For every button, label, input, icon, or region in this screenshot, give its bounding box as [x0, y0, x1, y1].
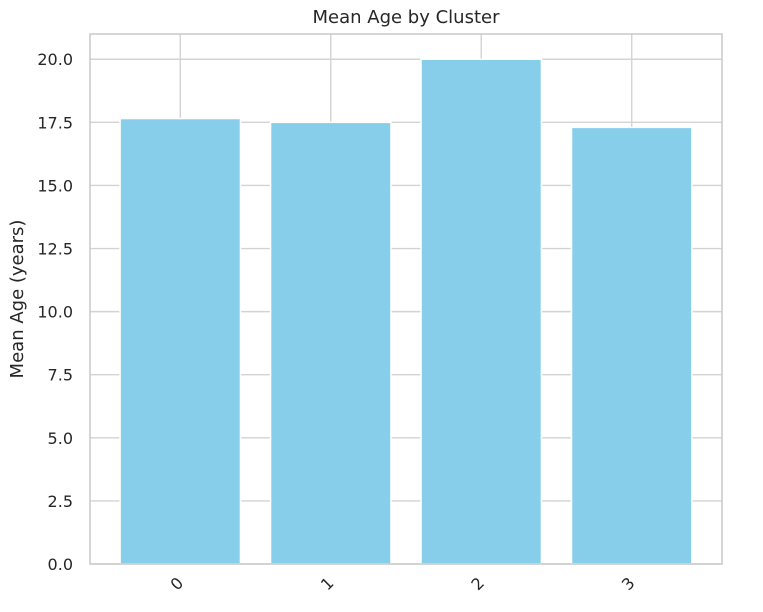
tick-layer: 0.0 2.5 5.0 7.5 10.0 12.5 15.0 17.5 20.0 0 1 2 3	[37, 50, 638, 594]
y-tick-label: 20.0	[37, 50, 73, 69]
y-tick-label: 12.5	[37, 240, 73, 259]
y-tick-label: 5.0	[48, 429, 73, 448]
x-tick-label: 1	[317, 573, 338, 594]
y-tick-label: 7.5	[48, 366, 73, 385]
x-tick-label: 0	[166, 573, 187, 594]
bar-cluster-0	[119, 117, 242, 565]
chart-title: Mean Age by Cluster	[313, 7, 501, 28]
bar-cluster-1	[269, 121, 392, 565]
y-tick-label: 0.0	[48, 555, 73, 574]
y-tick-label: 2.5	[48, 492, 73, 511]
y-tick-label: 15.0	[37, 176, 73, 195]
plot-frame	[89, 33, 723, 565]
bar-cluster-3	[570, 126, 693, 565]
bar-layer	[119, 58, 693, 565]
y-tick-label: 10.0	[37, 303, 73, 322]
x-tick-label: 2	[467, 573, 488, 594]
y-tick-label: 17.5	[37, 113, 73, 132]
x-tick-label: 3	[618, 573, 639, 594]
bar-cluster-2	[420, 58, 543, 565]
y-axis-label: Mean Age (years)	[7, 220, 28, 379]
